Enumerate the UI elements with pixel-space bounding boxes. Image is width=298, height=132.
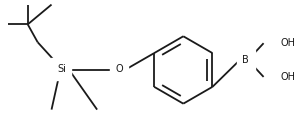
Text: O: O [115, 64, 123, 74]
Text: Si: Si [57, 64, 66, 74]
Text: OH: OH [280, 38, 295, 48]
Text: OH: OH [280, 72, 295, 82]
Text: B: B [242, 55, 249, 65]
